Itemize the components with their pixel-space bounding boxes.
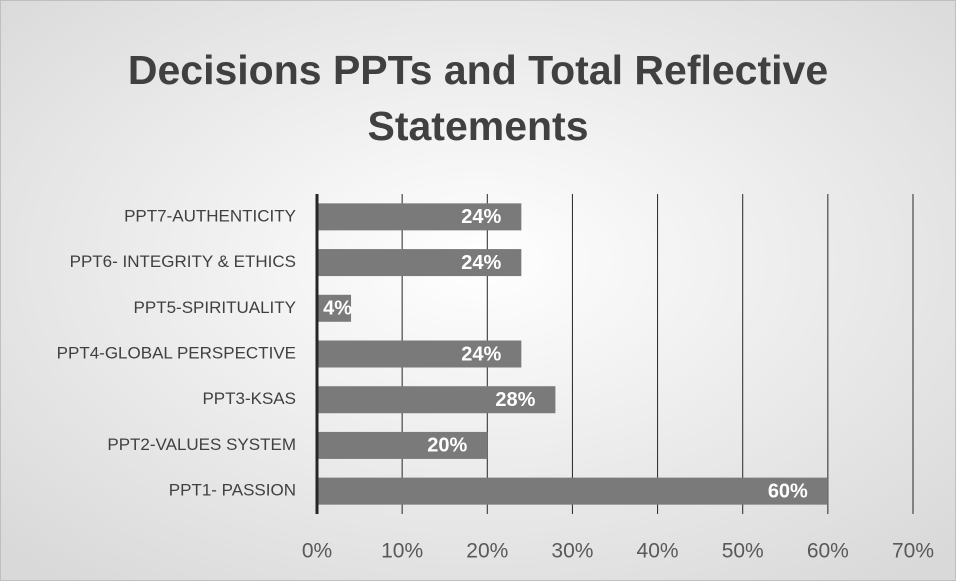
y-tick-label: PPT7-AUTHENTICITY [124, 206, 296, 225]
x-tick-label: 0% [302, 540, 332, 563]
x-tick-label: 70% [892, 540, 934, 563]
y-tick-label: PPT2-VALUES SYSTEM [107, 435, 296, 454]
bar [317, 386, 556, 414]
data-label: 28% [495, 389, 535, 411]
bar [317, 431, 488, 459]
x-tick-label: 30% [551, 540, 593, 563]
bar [317, 294, 352, 322]
data-label: 24% [461, 252, 501, 274]
data-label: 60% [768, 480, 808, 502]
x-tick-label: 40% [637, 540, 679, 563]
x-tick-label: 10% [381, 540, 423, 563]
chart-title: Decisions PPTs and Total Reflective Stat… [127, 47, 829, 149]
data-label: 24% [461, 343, 501, 365]
y-tick-label: PPT5-SPIRITUALITY [134, 298, 296, 317]
y-tick-label: PPT4-GLOBAL PERSPECTIVE [57, 343, 296, 362]
bar [317, 340, 522, 368]
x-tick-label: 50% [722, 540, 764, 563]
x-tick-label: 60% [807, 540, 849, 563]
data-label: 4% [323, 298, 352, 320]
bar [317, 249, 522, 277]
bar [317, 203, 522, 231]
y-tick-label: PPT1- PASSION [169, 481, 296, 500]
y-tick-label: PPT3-KSAS [202, 389, 296, 408]
data-label: 24% [461, 206, 501, 228]
y-tick-label: PPT6- INTEGRITY & ETHICS [70, 252, 296, 271]
bar [317, 477, 828, 505]
x-tick-label: 20% [466, 540, 508, 563]
data-label: 20% [427, 435, 467, 457]
